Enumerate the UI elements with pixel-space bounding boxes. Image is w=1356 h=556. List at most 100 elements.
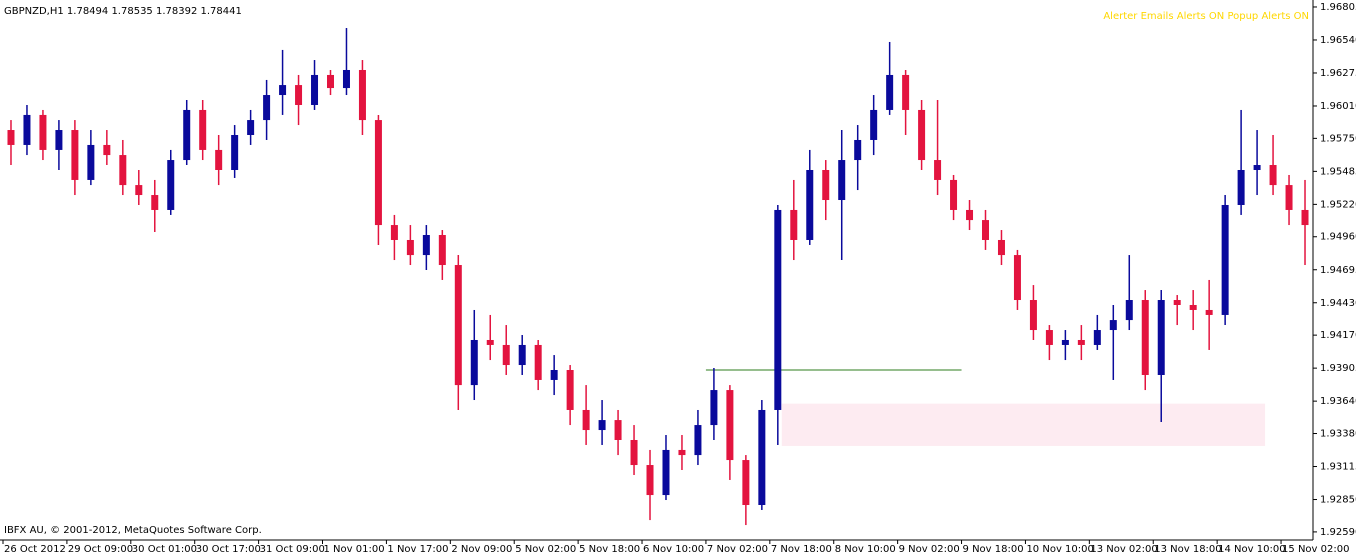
candle-body — [726, 390, 734, 461]
candle-body — [1301, 209, 1309, 226]
candle-body — [199, 109, 207, 150]
candle-body — [710, 390, 718, 426]
candle-body — [1093, 330, 1101, 345]
y-tick-label: 1.95220 — [1320, 199, 1356, 210]
candle-body — [662, 449, 670, 496]
x-tick-label: 10 Nov 10:00 — [1026, 544, 1093, 555]
y-tick-label: 1.93905 — [1320, 363, 1356, 374]
x-tick-label: 5 Nov 02:00 — [515, 544, 576, 555]
candle-body — [934, 160, 942, 180]
candle-body — [231, 135, 239, 170]
x-tick-label: 1 Nov 17:00 — [387, 544, 448, 555]
candle-body — [758, 409, 766, 506]
candle-body — [103, 144, 111, 156]
candle-body — [311, 74, 319, 105]
candle-body — [982, 220, 989, 240]
candle-body — [295, 85, 303, 105]
y-tick-label: 1.96010 — [1320, 101, 1356, 112]
candle-body — [854, 139, 862, 161]
x-tick-label: 7 Nov 02:00 — [707, 544, 768, 555]
x-tick-label: 26 Oct 2012 — [4, 544, 66, 555]
candle-body — [438, 235, 446, 266]
candle-body — [822, 169, 830, 201]
y-tick-label: 1.94960 — [1320, 232, 1356, 243]
candle-body — [582, 409, 590, 431]
candle-body — [167, 160, 175, 210]
candle-body — [742, 460, 750, 506]
chart-title: GBPNZD,H1 1.78494 1.78535 1.78392 1.7844… — [4, 6, 242, 17]
candle-body — [598, 420, 606, 431]
x-tick-label: 8 Nov 10:00 — [835, 544, 896, 555]
x-tick-label: 29 Oct 09:00 — [68, 544, 133, 555]
alert-status: Alerter Emails Alerts ON Popup Alerts ON — [1103, 11, 1309, 22]
candle-body — [422, 235, 430, 256]
candle-body — [327, 74, 334, 89]
candle-body — [886, 74, 894, 110]
x-tick-label: 13 Nov 02:00 — [1090, 544, 1157, 555]
candle-body — [1173, 300, 1181, 305]
x-tick-label: 5 Nov 18:00 — [579, 544, 640, 555]
x-tick-label: 30 Oct 01:00 — [132, 544, 197, 555]
candle-body — [630, 439, 638, 466]
candle-body — [646, 465, 654, 496]
candle-body — [486, 339, 494, 345]
candle-body — [838, 160, 846, 201]
y-tick-label: 1.96540 — [1320, 35, 1356, 46]
candle-body — [374, 120, 382, 226]
candle-body — [279, 85, 287, 96]
candle-body — [247, 120, 255, 135]
y-tick-label: 1.95485 — [1320, 166, 1356, 177]
candle-body — [1205, 309, 1213, 315]
candle-body — [358, 69, 366, 121]
candle-body — [518, 344, 526, 366]
candle-body — [1061, 339, 1069, 345]
candle-body — [566, 370, 574, 410]
candle-body — [534, 344, 542, 380]
candle-body — [7, 130, 15, 145]
candle-body — [1045, 330, 1053, 345]
zone — [781, 403, 1266, 446]
candle-body — [1109, 320, 1117, 331]
candle-body — [950, 179, 958, 210]
candle-body — [119, 155, 127, 186]
candle-body — [614, 420, 622, 440]
candle-body — [550, 370, 558, 380]
candle-body — [87, 144, 95, 180]
x-tick-label: 15 Nov 02:00 — [1282, 544, 1349, 555]
candle-body — [1269, 165, 1277, 186]
x-tick-label: 13 Nov 18:00 — [1154, 544, 1221, 555]
candle-body — [342, 69, 350, 89]
y-tick-label: 1.96275 — [1320, 68, 1356, 79]
candle-body — [39, 114, 47, 150]
y-tick-label: 1.95750 — [1320, 133, 1356, 144]
x-tick-label: 31 Oct 09:00 — [260, 544, 325, 555]
y-tick-label: 1.93380 — [1320, 429, 1356, 440]
candle-body — [454, 265, 462, 386]
candle-body — [774, 209, 782, 410]
candle-body — [902, 74, 910, 110]
x-tick-label: 9 Nov 18:00 — [963, 544, 1024, 555]
candle-body — [1285, 185, 1293, 210]
candle-body — [55, 130, 63, 150]
candle-body — [1029, 300, 1037, 331]
candle-body — [678, 449, 686, 456]
y-tick-label: 1.94170 — [1320, 330, 1356, 341]
candle-body — [502, 344, 510, 366]
footer: IBFX AU, © 2001-2012, MetaQuotes Softwar… — [4, 525, 262, 536]
y-tick-label: 1.94695 — [1320, 265, 1356, 276]
candle-body — [1125, 300, 1133, 321]
candle-body — [470, 339, 478, 386]
candle-body — [23, 114, 31, 145]
candle-body — [406, 239, 414, 256]
candle-body — [790, 209, 798, 240]
y-tick-label: 1.93115 — [1320, 462, 1356, 473]
y-tick-label: 1.92590 — [1320, 527, 1356, 538]
candle-body — [151, 195, 159, 210]
candle-body — [183, 109, 191, 161]
candle-body — [71, 130, 79, 180]
x-tick-label: 30 Oct 17:00 — [196, 544, 261, 555]
candle-body — [806, 169, 814, 240]
x-tick-label: 9 Nov 02:00 — [899, 544, 960, 555]
